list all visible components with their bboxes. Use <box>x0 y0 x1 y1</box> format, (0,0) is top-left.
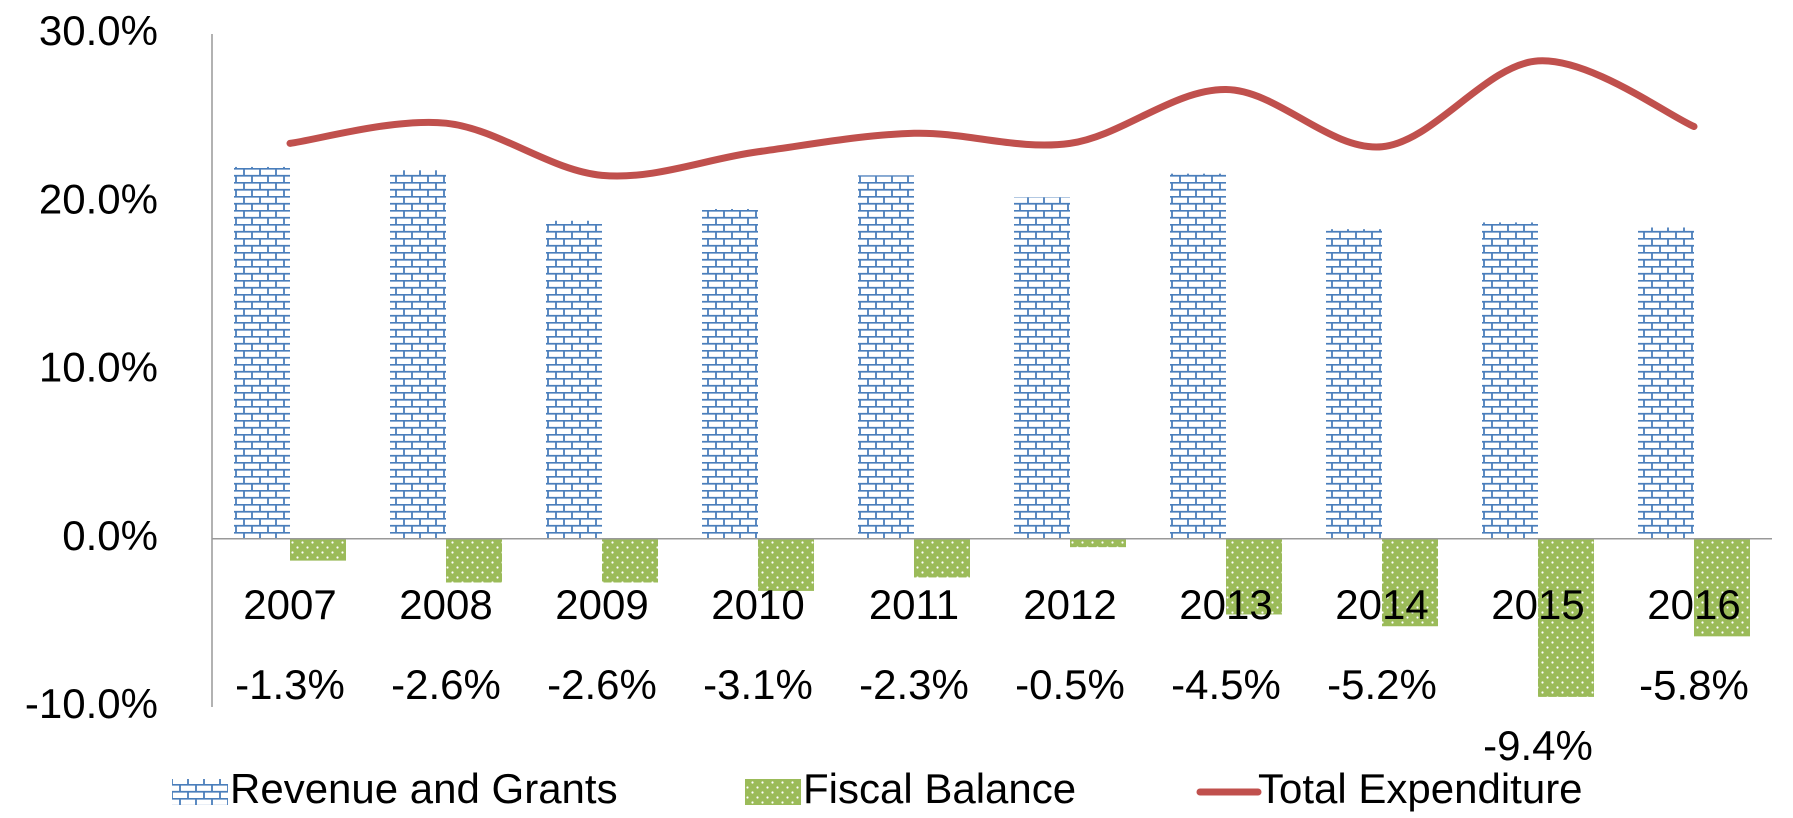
x-tick-label: 2013 <box>1179 581 1272 628</box>
data-label: -4.5% <box>1171 661 1281 708</box>
data-label: -5.8% <box>1639 661 1749 708</box>
bar <box>1638 227 1694 539</box>
bar <box>914 538 970 578</box>
x-tick-label: 2015 <box>1491 581 1584 628</box>
x-tick-label: 2009 <box>555 581 648 628</box>
bar <box>290 538 346 561</box>
legend-label: Total Expenditure <box>1258 765 1583 812</box>
legend-label: Fiscal Balance <box>803 765 1076 812</box>
bar <box>1170 173 1226 539</box>
bar <box>758 538 814 591</box>
bar <box>1070 538 1126 548</box>
legend-swatch <box>745 779 801 805</box>
bar <box>234 166 290 539</box>
x-tick-label: 2008 <box>399 581 492 628</box>
bar <box>1482 222 1538 539</box>
data-label: -2.3% <box>859 661 969 708</box>
data-label: -0.5% <box>1015 661 1125 708</box>
bar <box>1226 538 1282 615</box>
bar <box>1694 538 1750 637</box>
bar <box>390 170 446 539</box>
bar <box>1326 229 1382 539</box>
data-label: -9.4% <box>1483 722 1593 769</box>
bar <box>546 220 602 539</box>
y-tick-label: 20.0% <box>39 175 158 222</box>
x-tick-label: 2011 <box>869 581 959 628</box>
bar <box>858 175 914 539</box>
bar <box>1382 538 1438 627</box>
y-tick-label: 10.0% <box>39 344 158 391</box>
bar <box>702 208 758 539</box>
bar <box>446 538 502 583</box>
y-tick-label: 30.0% <box>39 7 158 54</box>
x-tick-label: 2007 <box>243 581 336 628</box>
line <box>286 57 1698 180</box>
data-label: -1.3% <box>235 661 345 708</box>
x-tick-label: 2014 <box>1335 581 1428 628</box>
x-tick-label: 2010 <box>711 581 804 628</box>
data-label: -2.6% <box>547 661 657 708</box>
y-tick-label: -10.0% <box>25 680 158 727</box>
data-label: -3.1% <box>703 661 813 708</box>
data-label: -2.6% <box>391 661 501 708</box>
legend-swatch <box>172 779 228 805</box>
bar <box>1014 197 1070 539</box>
bar <box>1538 538 1594 697</box>
bar <box>602 538 658 583</box>
x-tick-label: 2016 <box>1647 581 1740 628</box>
data-label: -5.2% <box>1327 661 1437 708</box>
legend-label: Revenue and Grants <box>230 765 618 812</box>
y-tick-label: 0.0% <box>62 512 158 559</box>
x-tick-label: 2012 <box>1023 581 1116 628</box>
